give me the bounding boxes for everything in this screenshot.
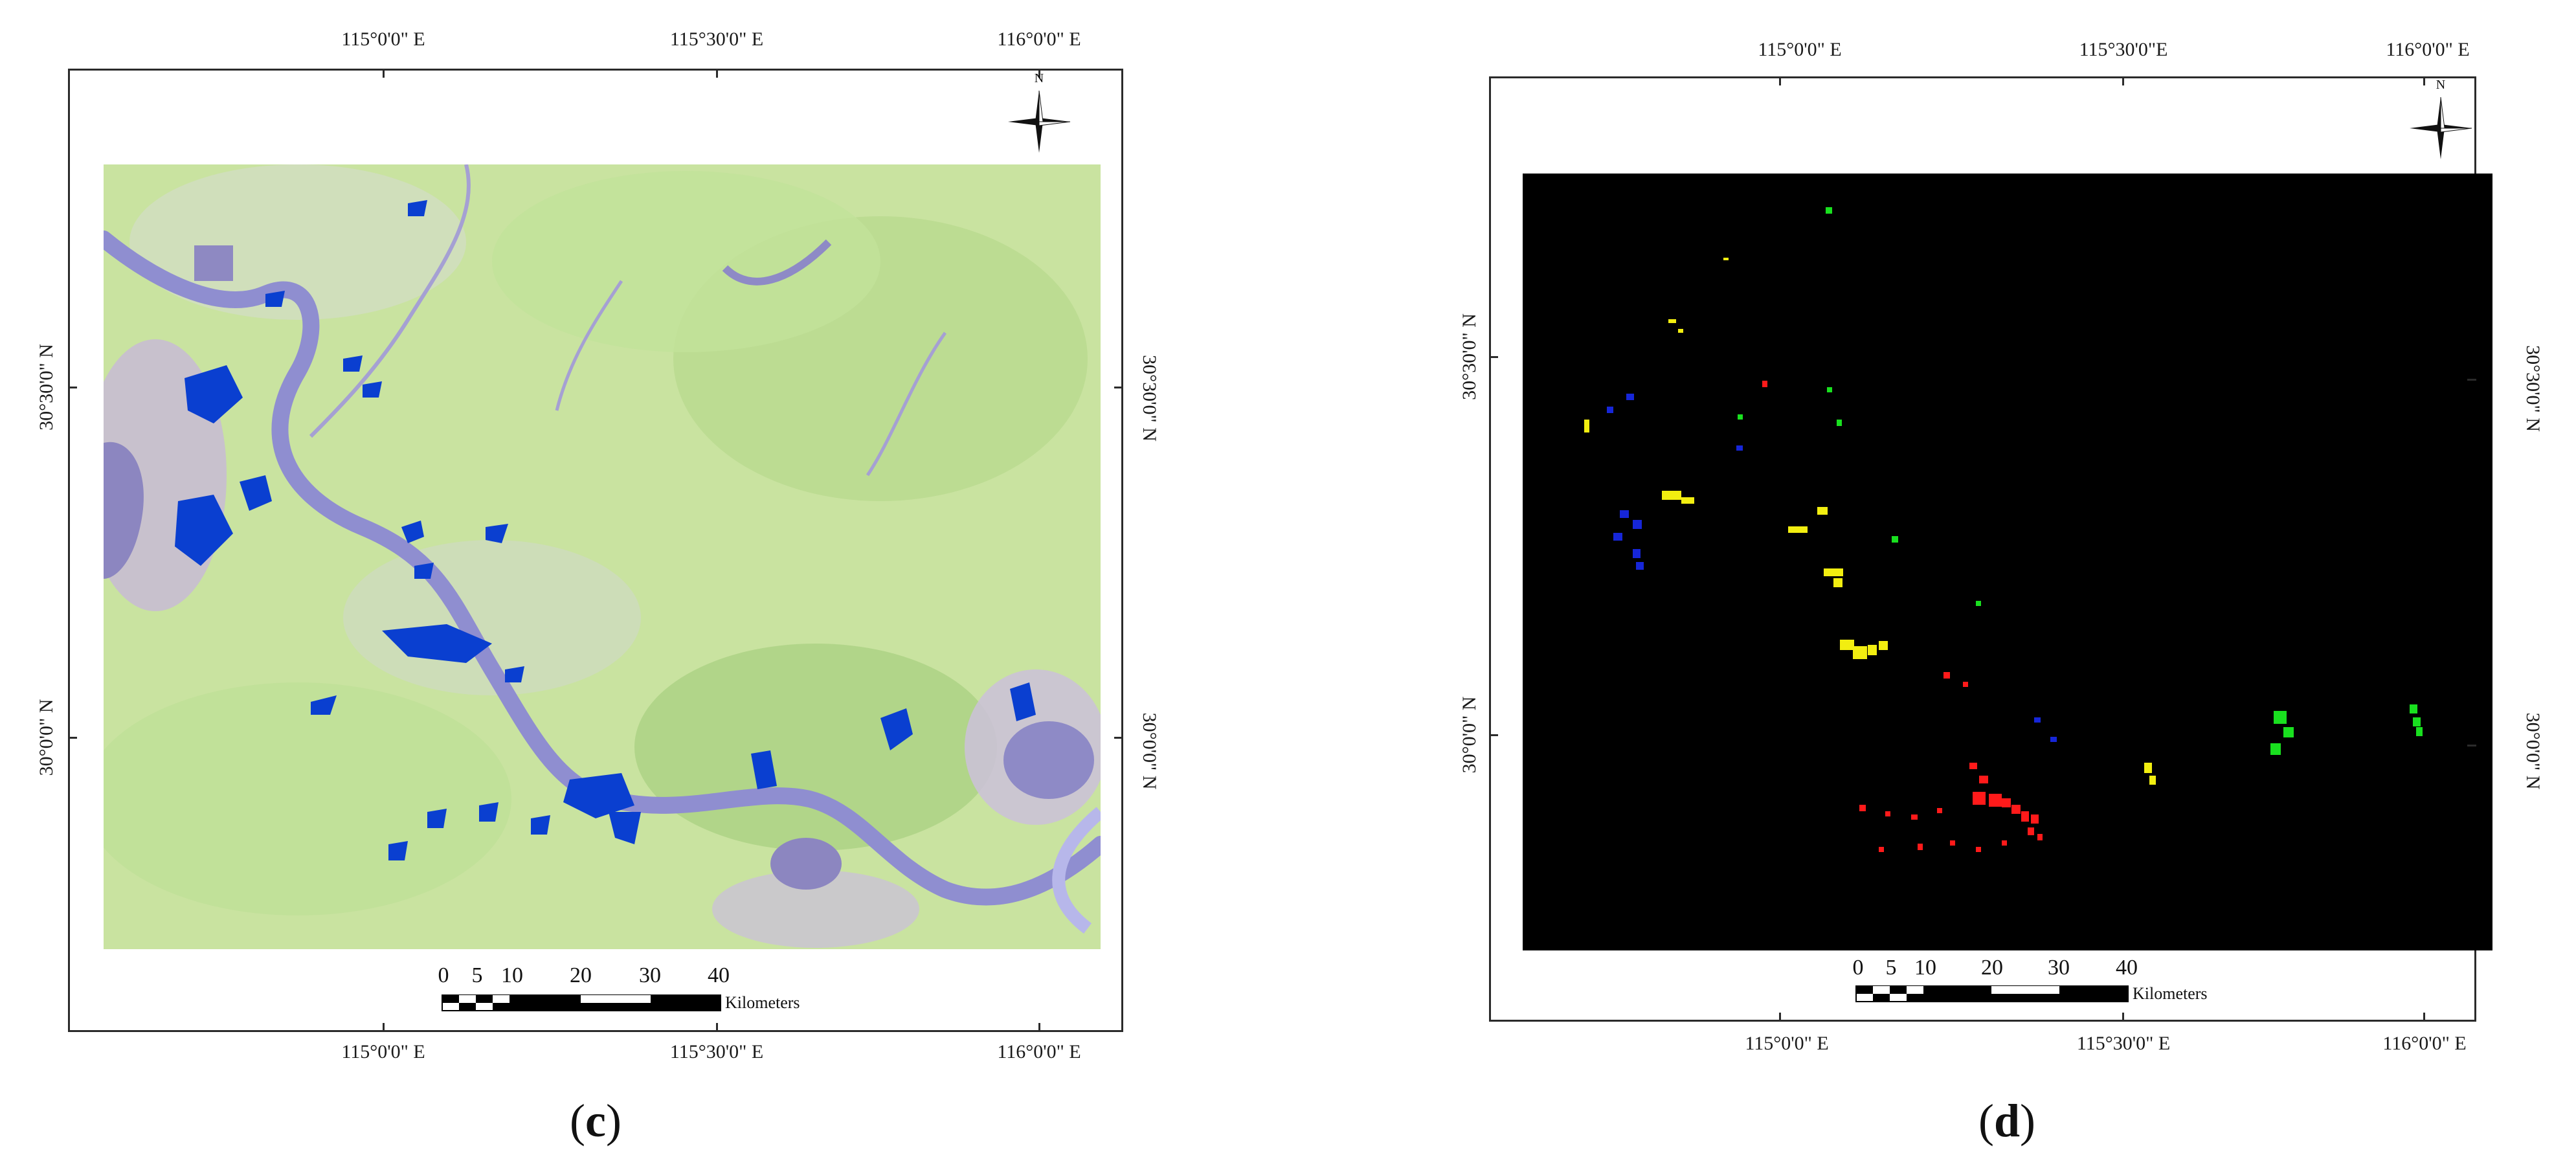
panel-c-right-latitude: 30°0'0" N xyxy=(1139,712,1160,790)
panel-c-label-close: ) xyxy=(605,1095,622,1147)
panel-d-classification-image xyxy=(1523,174,2492,950)
panel-d-scale-number: 40 xyxy=(2116,956,2138,980)
panel-c-left-latitude: 30°0'0" N xyxy=(36,699,57,776)
panel-c-bottom-longitude: 115°30'0" E xyxy=(669,1041,764,1062)
panel-d-north-arrow-icon xyxy=(2410,96,2472,159)
panel-d-scale-number: 20 xyxy=(1981,956,2003,980)
panel-d-scale-number: 0 xyxy=(1852,956,1864,980)
panel-c-tick-left-2 xyxy=(68,737,77,739)
panel-c-label-open: ( xyxy=(570,1095,586,1147)
panel-c-scale-bar-graphic xyxy=(442,994,721,1011)
panel-c-tick-top-2 xyxy=(716,69,718,78)
panel-d-left-latitude: 30°30'0" N xyxy=(1459,313,1480,400)
panel-c-top-longitude: 115°30'0" E xyxy=(669,28,764,50)
panel-d-tick-bottom-2 xyxy=(2122,1013,2124,1022)
panel-d-tick-bottom-3 xyxy=(2423,1013,2425,1022)
panel-c-scale-unit: Kilometers xyxy=(725,993,800,1012)
panel-d-top-longitude: 115°0'0" E xyxy=(1758,39,1842,60)
panel-c-scale-number: 40 xyxy=(708,963,730,987)
panel-d-scale-number: 5 xyxy=(1885,956,1897,980)
panel-d-right-latitude: 30°0'0" N xyxy=(2522,712,2544,790)
panel-d-bottom-longitude: 115°30'0" E xyxy=(2076,1033,2171,1054)
panel-c-bottom-longitude: 115°0'0" E xyxy=(341,1041,425,1062)
panel-c-satellite-image xyxy=(104,164,1101,949)
panel-c-left-latitude: 30°30'0" N xyxy=(36,344,57,431)
panel-c-scale-number: 10 xyxy=(501,963,523,987)
panel-d-right-latitude: 30°30'0" N xyxy=(2522,345,2544,432)
panel-c-frame xyxy=(68,69,1123,1032)
panel-c-tick-bottom-2 xyxy=(716,1023,718,1032)
panel-c-bottom-longitude: 116°0'0" E xyxy=(997,1041,1081,1062)
panel-d-left-latitude: 30°0'0" N xyxy=(1459,696,1480,774)
panel-d-label-open: ( xyxy=(1978,1095,1994,1147)
panel-d-scale-number: 10 xyxy=(1914,956,1936,980)
panel-c-label: (c) xyxy=(570,1094,622,1148)
panel-c-tick-right-2 xyxy=(1114,737,1123,739)
panel-c-north-arrow-icon xyxy=(1008,90,1071,153)
panel-d-north-letter: N xyxy=(2436,78,2446,92)
panel-c-label-letter: c xyxy=(585,1095,606,1147)
panel-d-scale-unit: Kilometers xyxy=(2133,984,2208,1003)
panel-d-tick-left-1 xyxy=(1489,356,1498,358)
panel-d-top-longitude: 115°30'0"E xyxy=(2079,39,2168,60)
panel-d-bottom-longitude: 116°0'0" E xyxy=(2382,1033,2467,1054)
panel-c-scale-number: 20 xyxy=(570,963,592,987)
panel-d-tick-right-2 xyxy=(2467,745,2476,747)
panel-d-scale-number: 30 xyxy=(2048,956,2070,980)
panel-c-tick-left-1 xyxy=(68,387,77,388)
panel-c-tick-right-1 xyxy=(1114,387,1123,388)
panel-c-top-longitude: 116°0'0" E xyxy=(997,28,1081,50)
panel-c-tick-bottom-3 xyxy=(1038,1023,1040,1032)
panel-c-right-latitude: 30°30'0" N xyxy=(1139,355,1160,442)
panel-c-scale-number: 0 xyxy=(438,963,449,987)
panel-c-north-letter: N xyxy=(1034,71,1044,85)
panel-d-scale-bar-graphic xyxy=(1855,985,2129,1002)
panel-d-bottom-longitude: 115°0'0" E xyxy=(1745,1033,1829,1054)
panel-d-tick-top-3 xyxy=(2423,76,2425,85)
panel-d-label: (d) xyxy=(1978,1094,2035,1148)
panel-d-tick-top-1 xyxy=(1779,76,1781,85)
panel-d-tick-left-2 xyxy=(1489,734,1498,736)
panel-d-tick-right-1 xyxy=(2467,379,2476,381)
panel-d-label-letter: d xyxy=(1993,1095,2021,1147)
panel-d-top-longitude: 116°0'0" E xyxy=(2386,39,2470,60)
panel-c-tick-top-1 xyxy=(383,69,385,78)
panel-c-tick-top-3 xyxy=(1038,69,1040,78)
panel-d-tick-bottom-1 xyxy=(1779,1013,1781,1022)
panel-c-scale-number: 5 xyxy=(471,963,483,987)
panel-d-tick-top-2 xyxy=(2122,76,2124,85)
panel-d-label-close: ) xyxy=(2020,1095,2036,1147)
panel-c-scale-number: 30 xyxy=(639,963,661,987)
panel-c-top-longitude: 115°0'0" E xyxy=(341,28,425,50)
panel-c-tick-bottom-1 xyxy=(383,1023,385,1032)
